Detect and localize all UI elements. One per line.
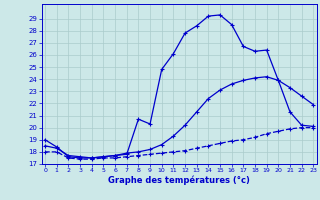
X-axis label: Graphe des températures (°c): Graphe des températures (°c): [108, 176, 250, 185]
